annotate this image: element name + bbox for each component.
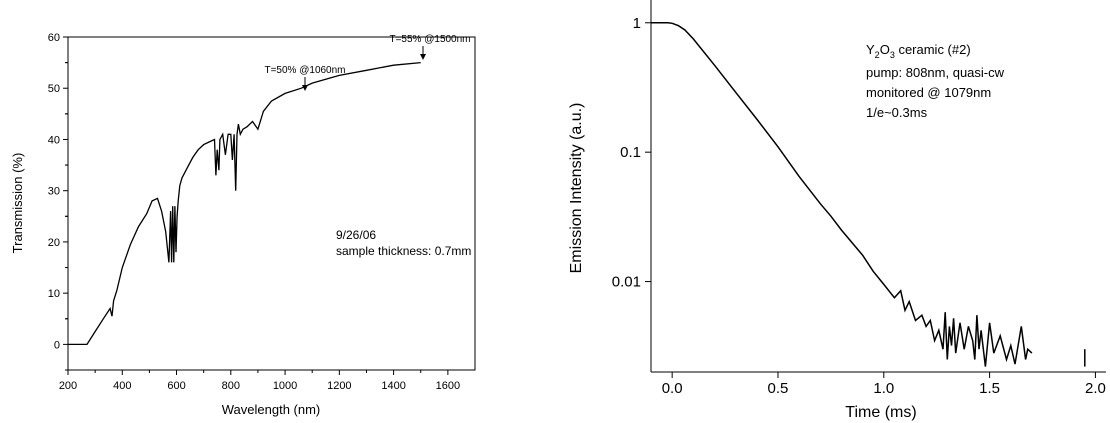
- x-tick-label-right-2: 1.0: [873, 380, 894, 397]
- x-axis-ticks-right: 0.0 0.5 1.0 1.5 2.0: [662, 372, 1106, 397]
- x-tick-label-right-3: 1.5: [979, 380, 1000, 397]
- x-axis-label-right: Time (ms): [845, 404, 916, 421]
- x-tick-label-left-0: 200: [59, 380, 77, 392]
- x-tick-label-left-6: 1400: [381, 380, 405, 392]
- plot-frame-left: [67, 36, 476, 371]
- x-tick-label-right-0: 0.0: [662, 380, 683, 397]
- y-axis-ticks-right: 0.01 0.1 1: [612, 15, 651, 291]
- y-tick-label-left-4: 40: [48, 134, 60, 146]
- y-axis-label-left: Transmission (%): [10, 153, 25, 254]
- x-axis-label-left: Wavelength (nm): [222, 402, 321, 417]
- y-tick-label-left-6: 60: [48, 32, 60, 44]
- legend-line-pump: pump: 808nm, quasi-cw: [866, 65, 1005, 80]
- x-tick-label-left-3: 800: [222, 380, 240, 392]
- x-tick-label-left-2: 600: [167, 380, 185, 392]
- x-axis-ticks-left: 200 400 600 800 1000 1200 1400 1600: [59, 370, 460, 392]
- y-tick-label-left-2: 20: [48, 237, 60, 249]
- arrow-1060nm: [302, 77, 308, 91]
- y-tick-label-left-0: 0: [54, 339, 60, 351]
- emission-decay-series-line: [651, 22, 1033, 367]
- x-tick-label-left-7: 1600: [436, 380, 460, 392]
- x-tick-label-left-4: 1000: [273, 380, 297, 392]
- x-tick-label-left-1: 400: [113, 380, 131, 392]
- annotation-1060nm: T=50% @1060nm: [264, 65, 345, 76]
- y-tick-label-right-1: 0.1: [620, 144, 641, 161]
- transmission-series-line: [68, 61, 421, 346]
- y-axis-ticks-left: 0 10 20 30 40 50 60: [48, 32, 68, 371]
- legend-line-lifetime: 1/e~0.3ms: [866, 105, 928, 120]
- legend-line-monitored: monitored @ 1079nm: [866, 85, 991, 100]
- x-tick-label-right-1: 0.5: [768, 380, 789, 397]
- annotation-1500nm: T=55% @1500nm: [389, 34, 470, 45]
- note-thickness: sample thickness: 0.7mm: [336, 244, 471, 258]
- y-tick-label-right-0: 0.01: [612, 274, 641, 291]
- y-tick-label-left-3: 30: [48, 186, 60, 198]
- y-axis-label-right: Emission Intensity (a.u.): [568, 103, 585, 274]
- chart-emission-decay: 0.0 0.5 1.0 1.5 2.0 0.01 0.1 1 Time (ms) Emiss…: [568, 0, 1106, 421]
- x-tick-label-right-4: 2.0: [1085, 380, 1106, 397]
- chart-transmission: 200 400 600 800 1000 1200 1400 1600 0 10 20 30 40 50…: [10, 32, 476, 417]
- arrow-1500nm: [420, 46, 426, 60]
- legend-line-material: Y2O3 ceramic (#2): [866, 42, 971, 60]
- y-tick-label-right-2: 1: [633, 15, 641, 32]
- x-tick-label-left-5: 1200: [327, 380, 351, 392]
- y-tick-label-left-1: 10: [48, 288, 60, 300]
- note-date: 9/26/06: [336, 228, 376, 242]
- y-tick-label-left-5: 50: [48, 83, 60, 95]
